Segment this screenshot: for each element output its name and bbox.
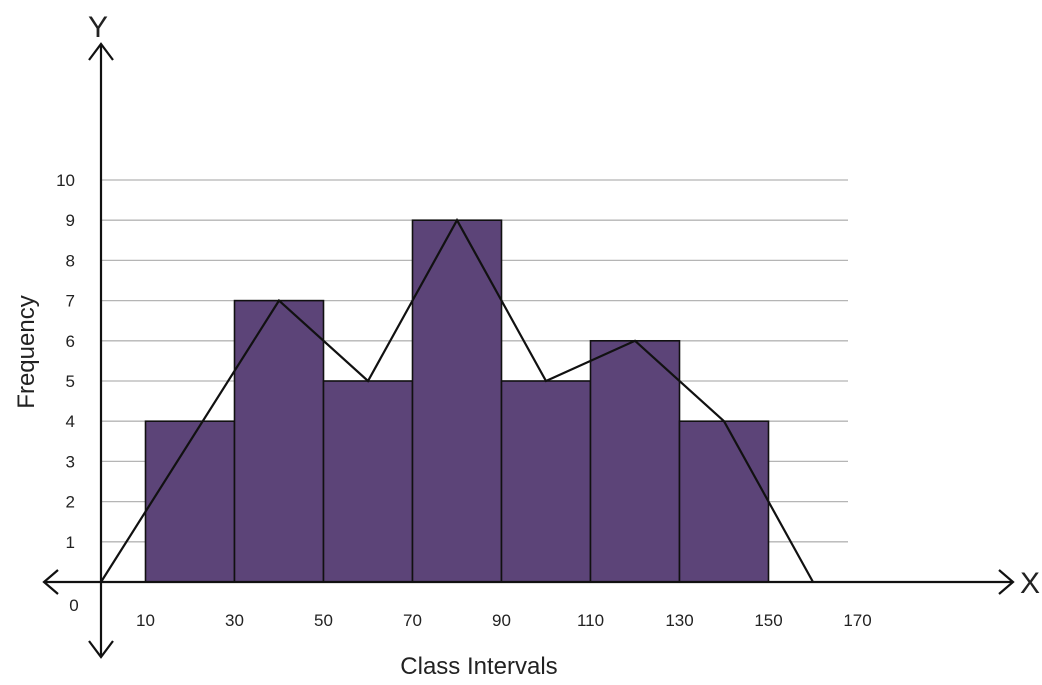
- x-axis-title: Class Intervals: [400, 653, 557, 680]
- bar-10-30: [144, 420, 236, 583]
- x-tick-label: 170: [843, 611, 871, 630]
- x-tick-label: 70: [403, 611, 422, 630]
- bar-50-70: [322, 380, 414, 583]
- histogram-bars: [144, 219, 770, 583]
- x-tick-label: 90: [492, 611, 511, 630]
- x-tick-label: 30: [225, 611, 244, 630]
- x-tick-label: 110: [577, 611, 604, 630]
- bar-110-130: [589, 339, 681, 583]
- y-tick-label: 2: [66, 493, 75, 512]
- frequency-polygon: [100, 217, 814, 583]
- y-axis-letter: Y: [88, 11, 108, 44]
- bar-90-110: [500, 380, 592, 583]
- y-tick-labels: 1 2 3 4 5 6 7 8 9 10: [56, 171, 75, 552]
- y-tick-label: 8: [66, 251, 75, 270]
- y-tick-label: 3: [66, 452, 75, 471]
- origin-label: 0: [69, 596, 78, 615]
- frequency-polygon-line: [100, 217, 814, 583]
- y-tick-label: 9: [66, 211, 75, 230]
- y-axis-title: Frequency: [13, 295, 40, 408]
- bar-30-50: [233, 299, 325, 583]
- axes: [42, 42, 1015, 659]
- y-axis-bottom-arrow: [88, 640, 114, 659]
- x-tick-label: 130: [665, 611, 693, 630]
- x-tick-label: 150: [754, 611, 782, 630]
- x-tick-label: 50: [314, 611, 333, 630]
- y-tick-label: 6: [66, 332, 75, 351]
- x-axis-letter: X: [1020, 567, 1040, 600]
- x-tick-label: 10: [136, 611, 155, 630]
- y-tick-label: 1: [66, 533, 75, 552]
- y-tick-label: 5: [66, 372, 75, 391]
- x-axis-right-arrow: [998, 569, 1015, 595]
- y-tick-label: 4: [66, 412, 75, 431]
- y-tick-label: 7: [66, 292, 75, 311]
- bar-130-150: [678, 420, 770, 583]
- x-axis-left-arrow: [42, 569, 59, 595]
- x-tick-labels: 10 30 50 70 90 110 130 150 170: [136, 611, 872, 630]
- y-tick-label: 10: [56, 171, 75, 190]
- y-axis-top-arrow: [88, 42, 114, 61]
